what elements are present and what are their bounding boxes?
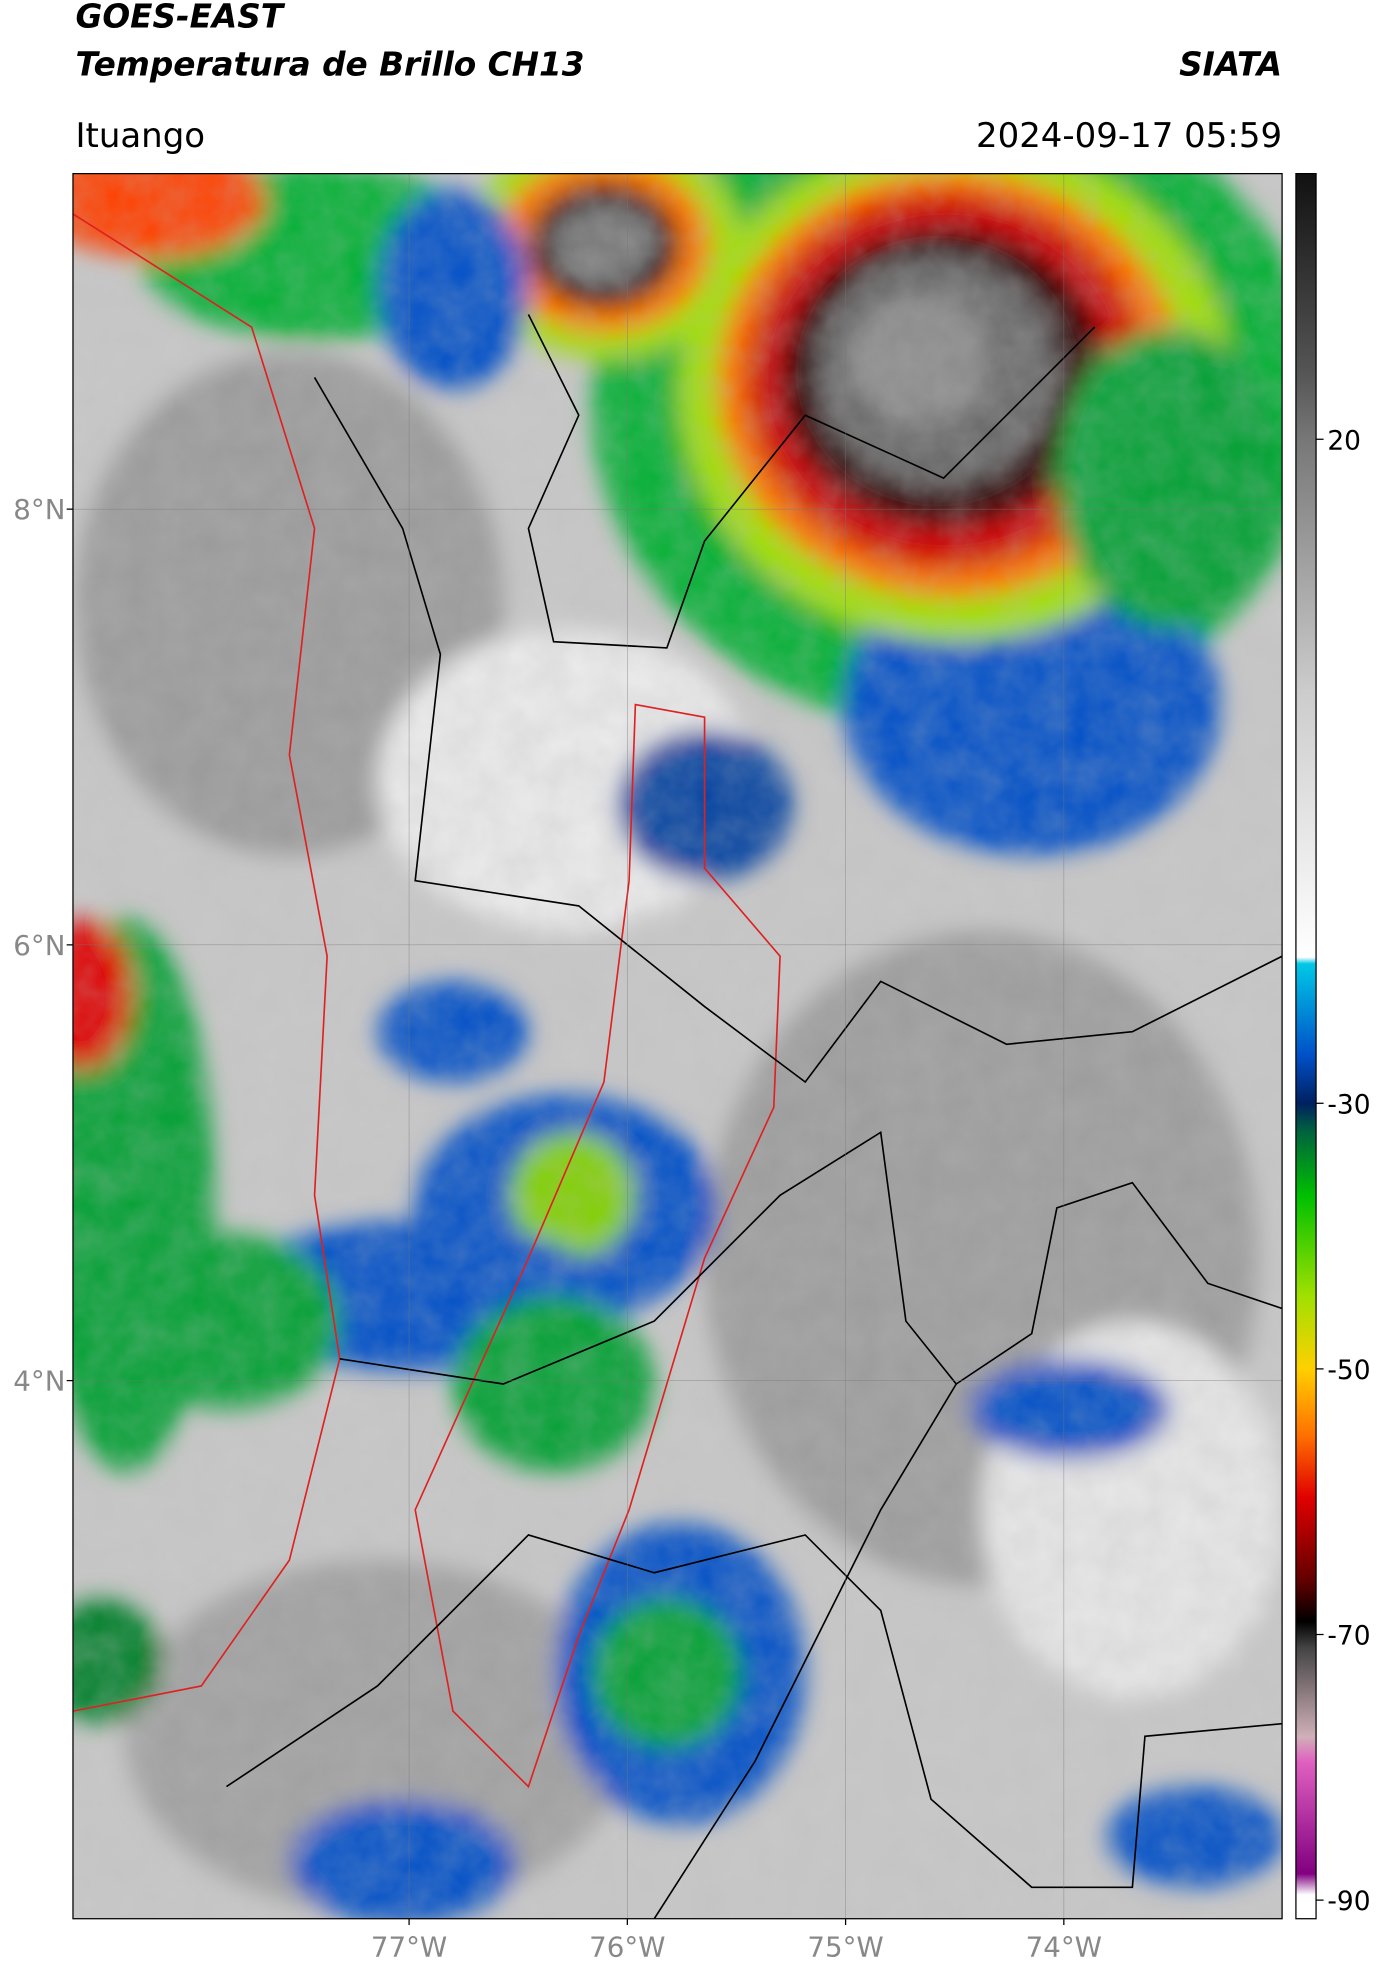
colorbar-tick-label: 20	[1327, 425, 1361, 456]
lon-tick-label: 75°W	[807, 1930, 883, 1963]
lon-tick-label: 74°W	[1026, 1930, 1102, 1963]
colorbar-tick-label: -50	[1327, 1355, 1370, 1386]
map-frame	[72, 172, 1283, 1920]
colorbar-tick-label: -70	[1327, 1621, 1370, 1652]
satellite-image	[72, 173, 1283, 1919]
colorbar-tick-label: -30	[1327, 1089, 1370, 1120]
location: Ituango	[75, 116, 205, 156]
lat-tick-label: 8°N	[13, 493, 65, 526]
lat-tick-label: 6°N	[13, 929, 65, 962]
colorbar	[1295, 172, 1317, 1920]
lon-tick-label: 77°W	[371, 1930, 447, 1963]
colorbar-tick-label: -90	[1327, 1886, 1370, 1917]
lon-tick-label: 76°W	[589, 1930, 665, 1963]
brand: SIATA	[1179, 45, 1282, 83]
grid	[72, 173, 1283, 1919]
datetime: 2024-09-17 05:59	[976, 116, 1282, 156]
borders	[72, 213, 1283, 1919]
lat-tick-label: 4°N	[13, 1365, 65, 1398]
title: GOES-EAST	[75, 0, 285, 36]
subtitle: Temperatura de Brillo CH13	[75, 45, 584, 83]
